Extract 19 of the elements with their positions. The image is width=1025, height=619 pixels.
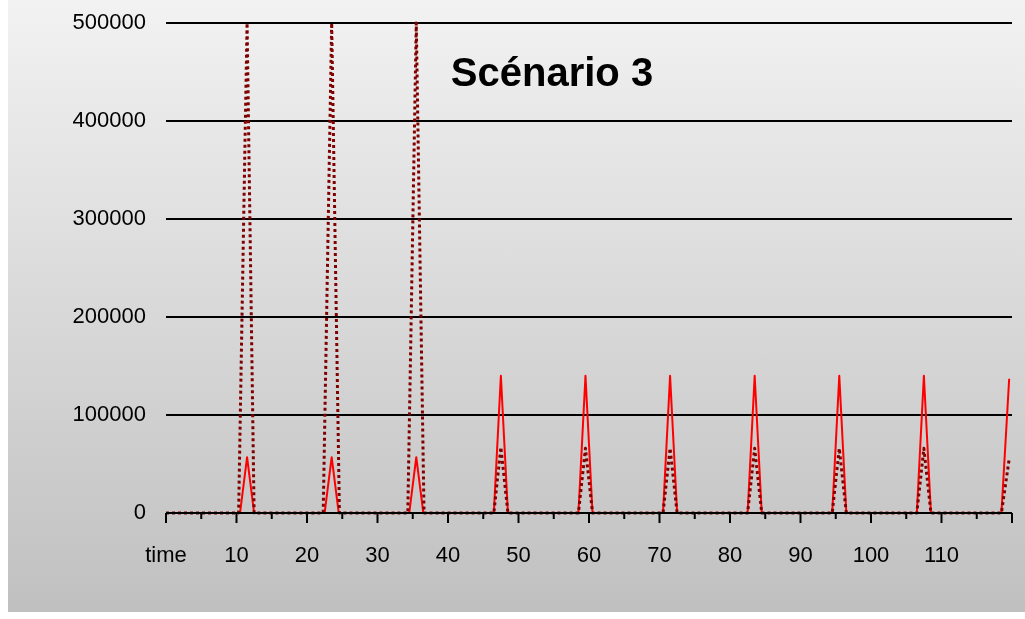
- x-tick-label: 60: [576, 541, 602, 567]
- x-tick-label: 50: [506, 541, 531, 567]
- y-tick-label: 300000: [72, 204, 146, 230]
- y-tick-label: 100000: [72, 400, 146, 426]
- x-tick-label: 110: [923, 541, 960, 567]
- x-tick-label: 30: [365, 541, 390, 567]
- x-tick-label: 10: [224, 541, 249, 567]
- y-tick-label: 200000: [72, 302, 146, 328]
- x-tick-label: 100: [852, 541, 890, 567]
- y-tick-label: 500000: [72, 8, 146, 34]
- text: Scénario 3: [450, 49, 654, 94]
- y-tick-label: 400000: [72, 106, 146, 132]
- x-tick-label: 80: [717, 541, 743, 567]
- x-tick-label: 70: [647, 541, 672, 567]
- x-tick-label: 40: [435, 541, 461, 567]
- y-tick-label: 0: [133, 498, 146, 524]
- x-tick-label: time: [145, 541, 187, 567]
- x-tick-label: 90: [788, 541, 813, 567]
- x-tick-label: 20: [294, 541, 320, 567]
